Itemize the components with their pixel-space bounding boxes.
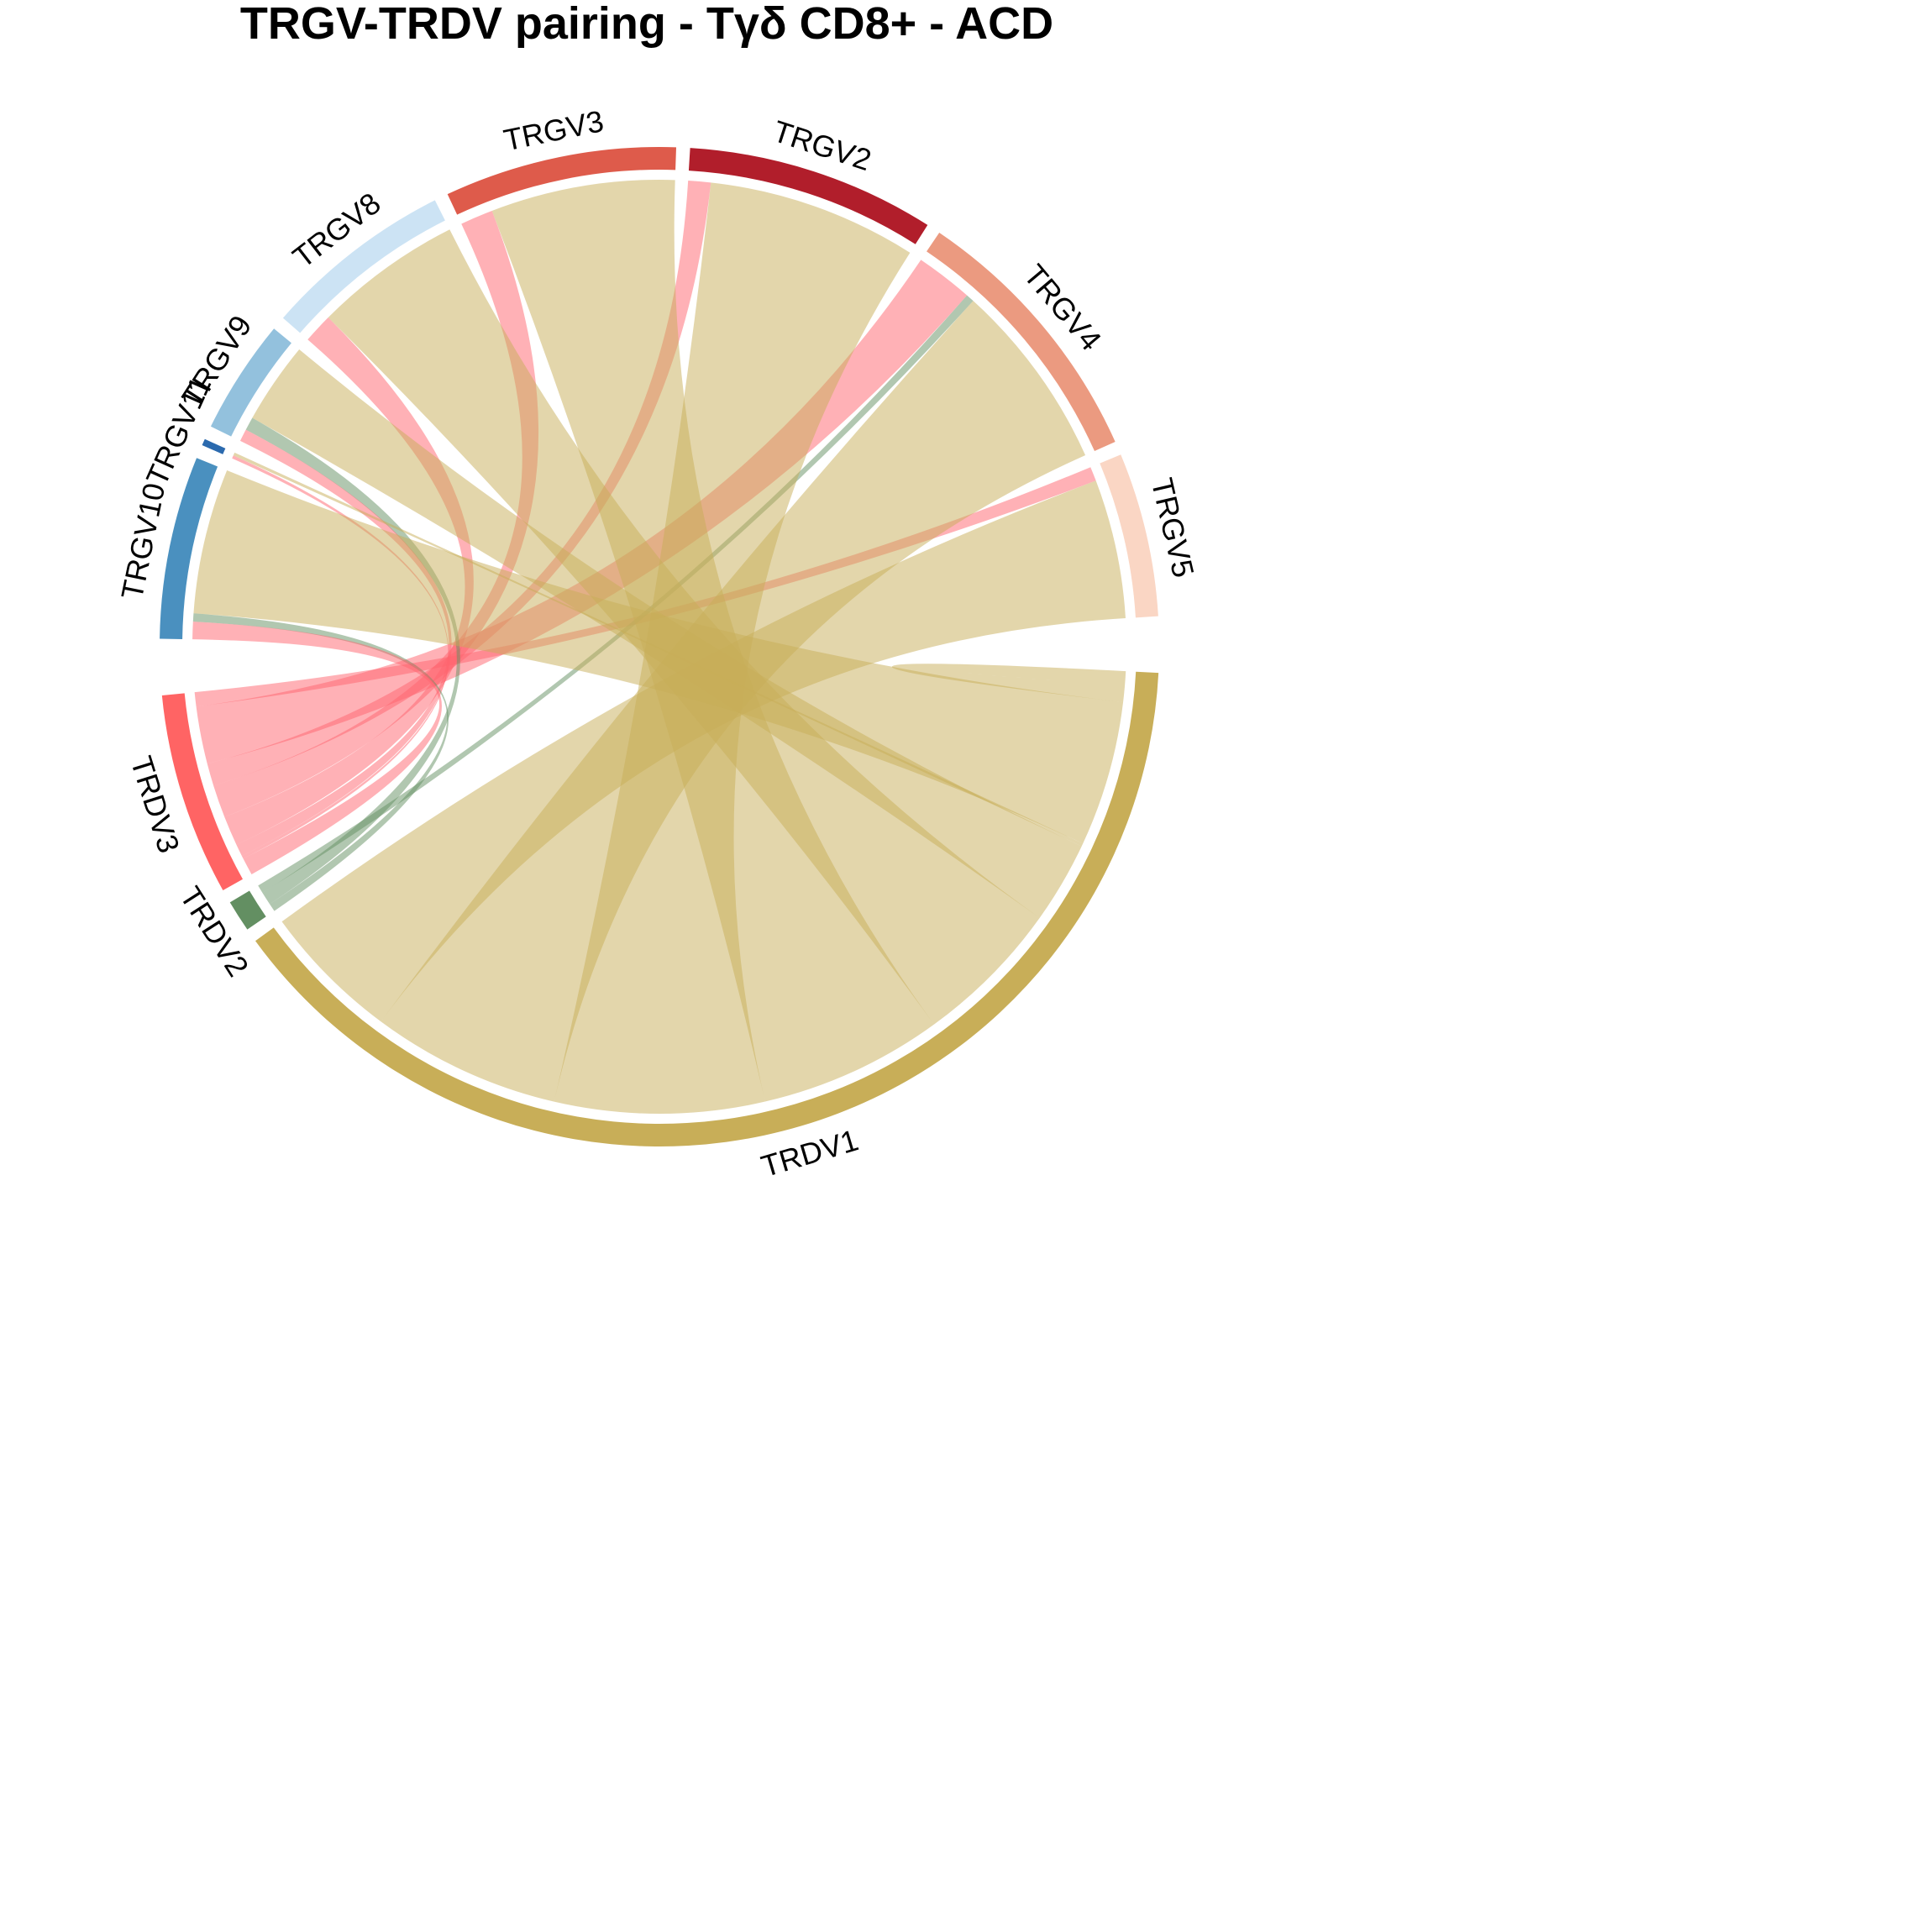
sector-trgv8 [282,200,445,333]
sector-trgv5 [1100,454,1158,618]
chart-title: TRGV-TRDV pairing - Tγδ CD8+ - ACD [239,0,1054,49]
sector-trgv10 [160,458,218,639]
link-trgv10-trdv3 [192,622,442,874]
link-trgv11-trdv3 [232,455,449,859]
sector-label-trgv5: TRGV5 [1145,475,1201,580]
chord-links [192,180,1126,1114]
sector-trdv2 [229,890,266,930]
link-trgv8-trdv3 [224,317,474,845]
sector-trgv2 [688,148,928,244]
link-trgv4-trdv3 [196,260,968,764]
link-trdv1-trdv1 [891,664,1126,703]
link-trgv11-trdv1 [233,452,1084,847]
sector-label-trgv3: TRGV3 [501,103,606,157]
sector-trgv4 [927,233,1116,452]
sector-trdv3 [161,693,244,890]
link-trgv5-trdv3 [194,467,1096,707]
sector-trgv11 [202,438,226,454]
sector-trgv3 [447,147,677,215]
chord-sectors [160,147,1159,1146]
link-trgv10-trdv1 [193,470,1124,844]
sector-trgv9 [210,328,291,437]
sector-label-trgv10: TRGV10 [114,480,171,602]
link-trgv3-trdv3 [213,210,539,817]
